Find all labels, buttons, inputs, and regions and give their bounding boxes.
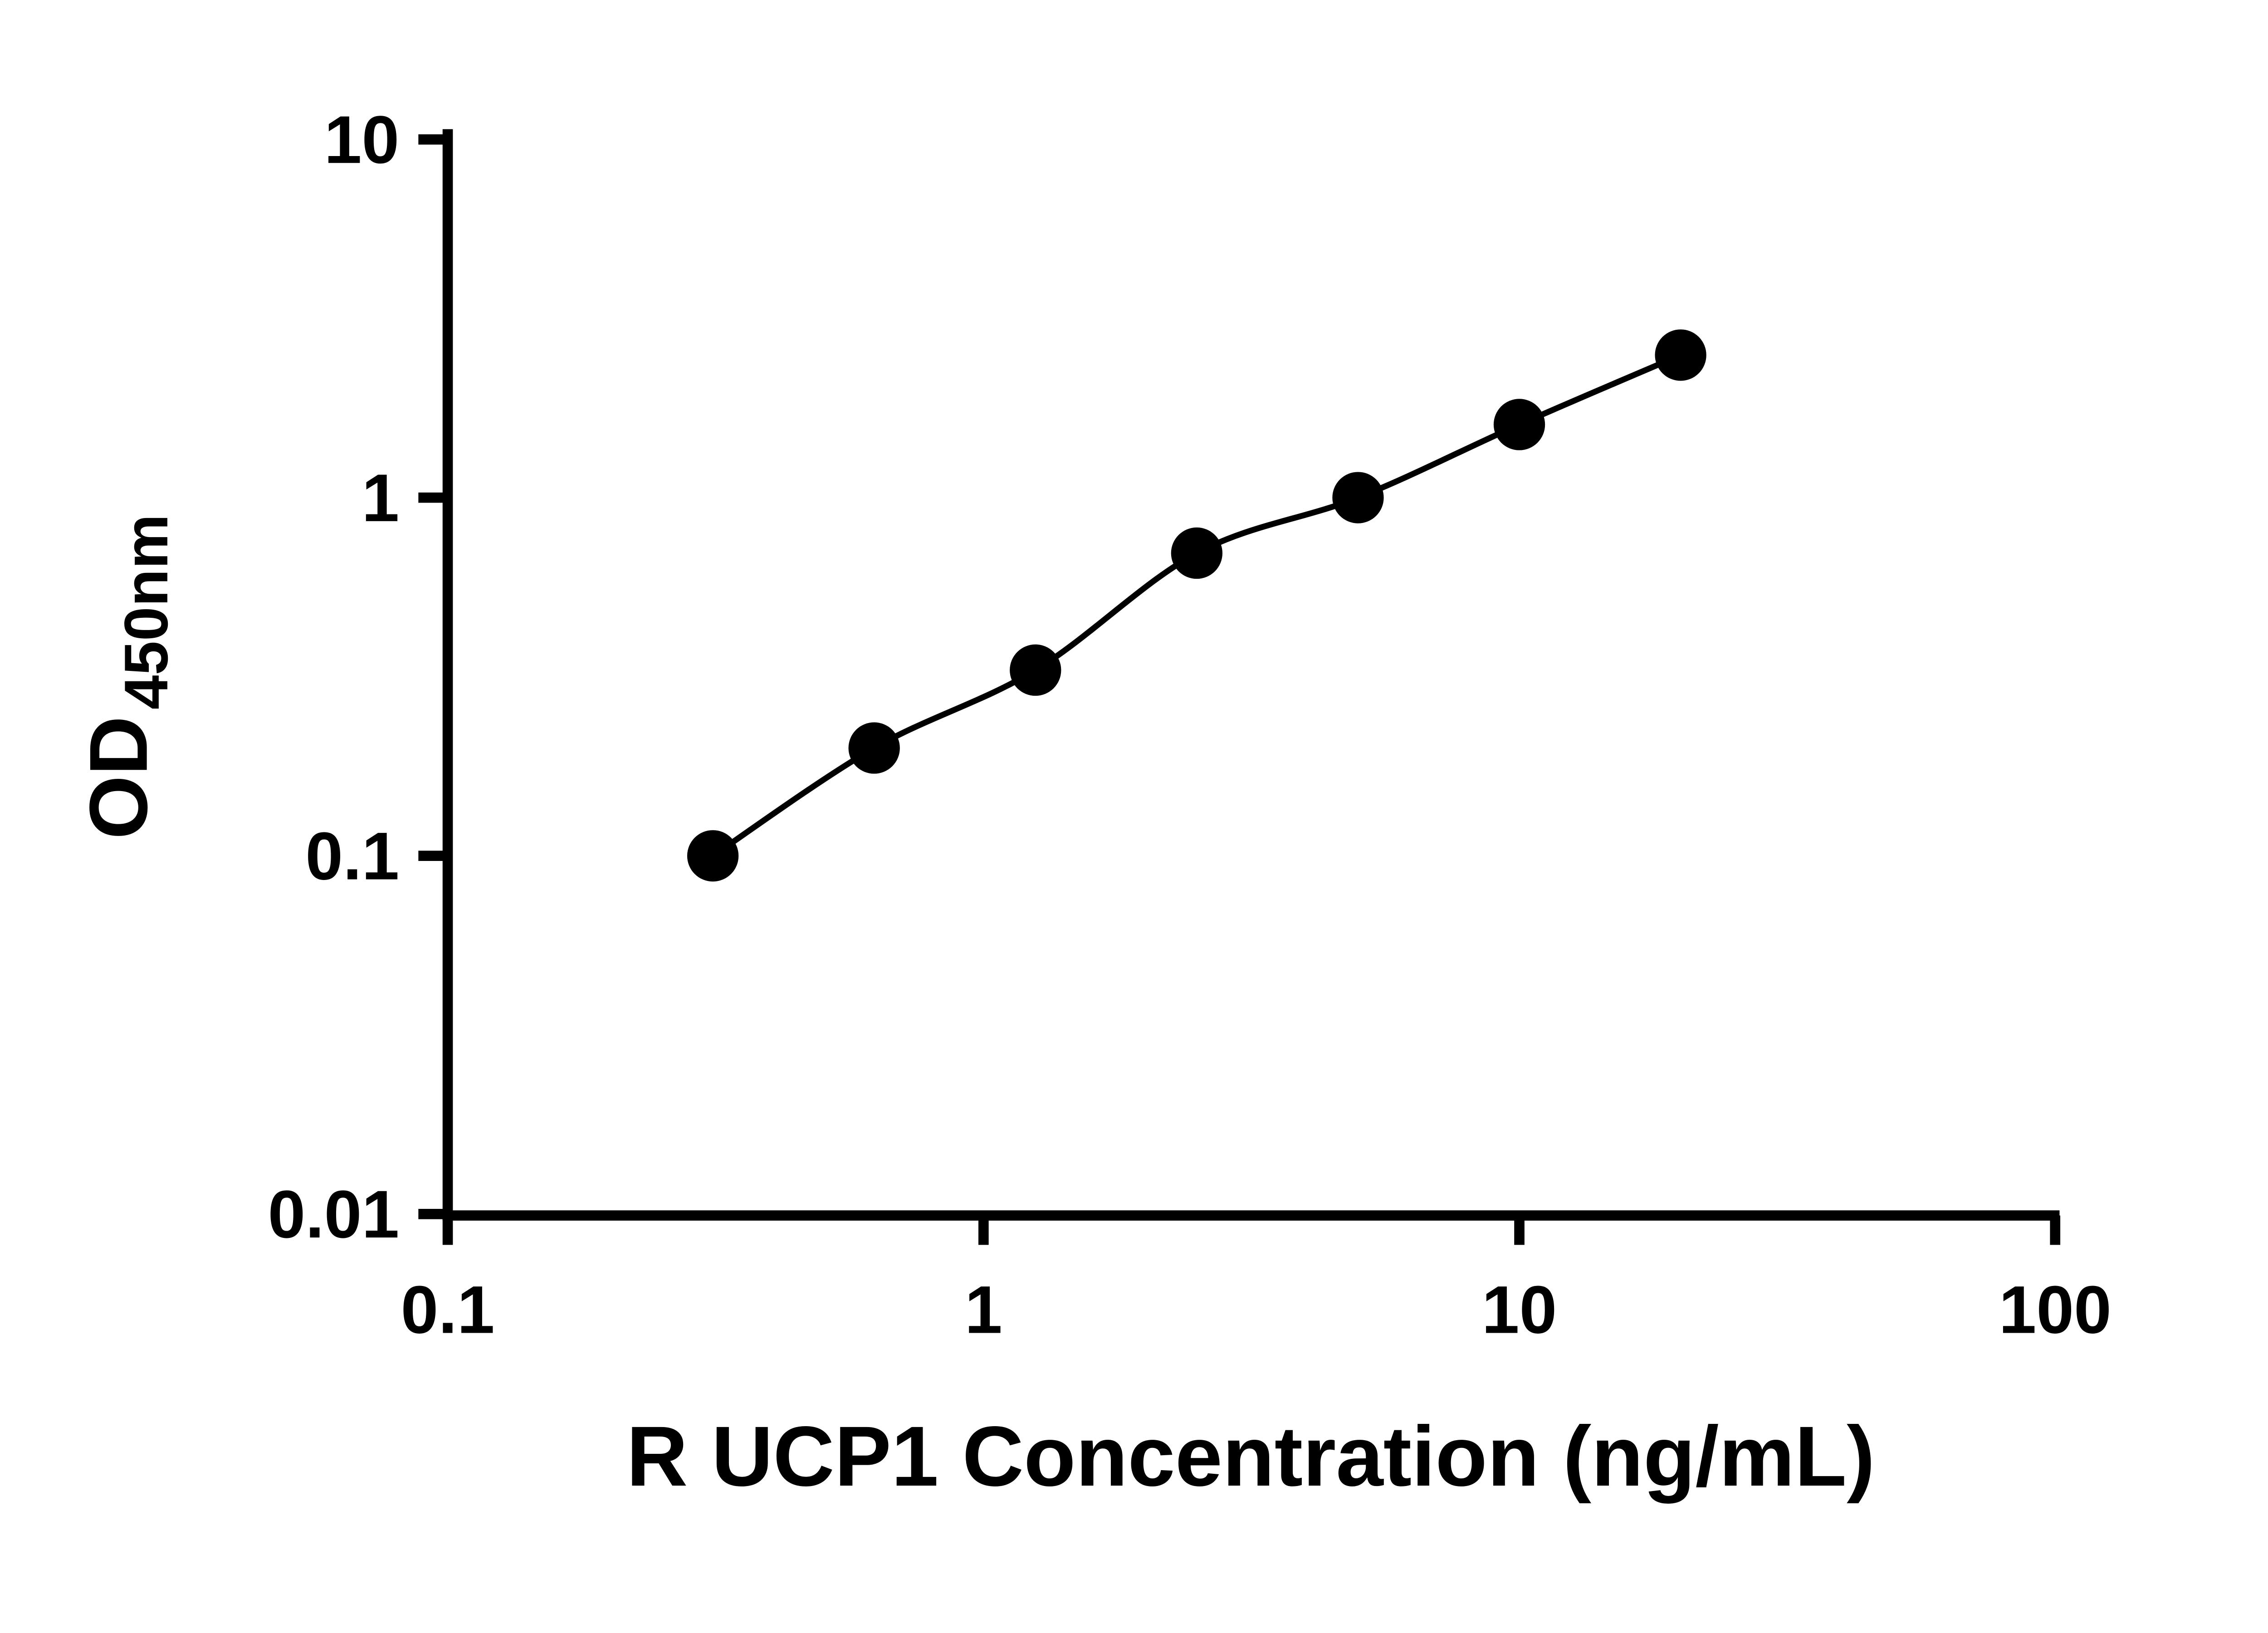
x-axis-ticks: 0.1 1 10 100 <box>401 1215 2112 1348</box>
data-point <box>687 830 739 882</box>
y-tick-label: 0.1 <box>305 818 399 894</box>
data-point <box>1493 399 1545 450</box>
y-tick-label: 10 <box>324 102 400 177</box>
data-points <box>687 329 1706 882</box>
y-axis-title-subscript: 450nm <box>112 514 181 709</box>
y-axis-title-main: OD <box>73 716 165 840</box>
y-axis-ticks: 0.01 0.1 1 10 <box>268 102 448 1252</box>
data-point <box>848 722 900 774</box>
data-point <box>1332 472 1384 523</box>
data-point <box>1171 527 1222 579</box>
x-tick-label: 0.1 <box>401 1272 495 1348</box>
x-tick-label: 10 <box>1482 1272 1557 1348</box>
data-point <box>1655 329 1706 381</box>
x-tick-label: 100 <box>1999 1272 2112 1348</box>
x-axis-title: R UCP1 Concentration (ng/mL) <box>626 1408 1875 1504</box>
x-tick-label: 1 <box>965 1272 1002 1348</box>
data-point <box>1010 644 1061 696</box>
y-tick-label: 1 <box>362 460 399 536</box>
y-axis-title: OD 450nm <box>73 514 181 839</box>
y-tick-label: 0.01 <box>268 1176 400 1252</box>
elisa-standard-curve-figure: 0.1 1 10 100 0.01 0.1 1 10 R UCP1 Concentratio… <box>73 102 2112 1504</box>
